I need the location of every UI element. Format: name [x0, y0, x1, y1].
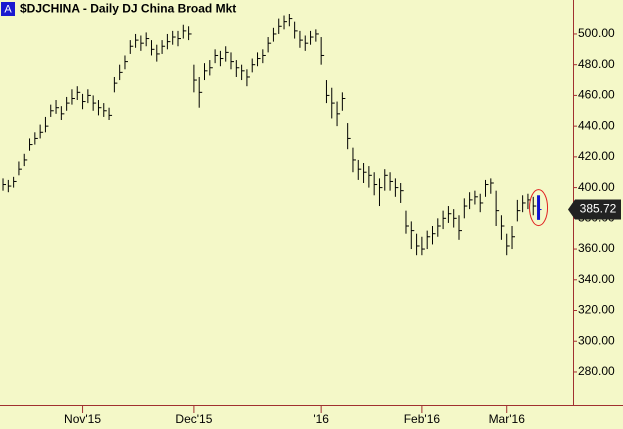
y-tick-label: 500.00 — [578, 26, 615, 40]
x-tick-label: Mar'16 — [489, 412, 526, 426]
y-tick-label: 300.00 — [578, 333, 615, 347]
last-price-box — [568, 199, 621, 220]
y-tick-label: 400.00 — [578, 180, 615, 194]
last-price-label: 385.72 — [580, 202, 617, 216]
y-tick-label: 340.00 — [578, 272, 615, 286]
y-tick-label: 420.00 — [578, 149, 615, 163]
y-tick-label: 460.00 — [578, 88, 615, 102]
y-tick-label: 280.00 — [578, 364, 615, 378]
x-tick-label: Nov'15 — [64, 412, 101, 426]
badge: A — [4, 3, 12, 15]
y-tick-label: 440.00 — [578, 118, 615, 132]
highlight-ellipse — [529, 189, 549, 227]
y-tick-label: 360.00 — [578, 241, 615, 255]
x-tick-label: Dec'15 — [175, 412, 212, 426]
x-tick-label: Feb'16 — [404, 412, 441, 426]
x-tick-label: '16 — [313, 412, 329, 426]
badge-box — [1, 2, 15, 16]
y-tick-label: 480.00 — [578, 57, 615, 71]
chart-title: $DJCHINA - Daily DJ China Broad Mkt — [20, 2, 236, 16]
y-tick-label: 320.00 — [578, 303, 615, 317]
